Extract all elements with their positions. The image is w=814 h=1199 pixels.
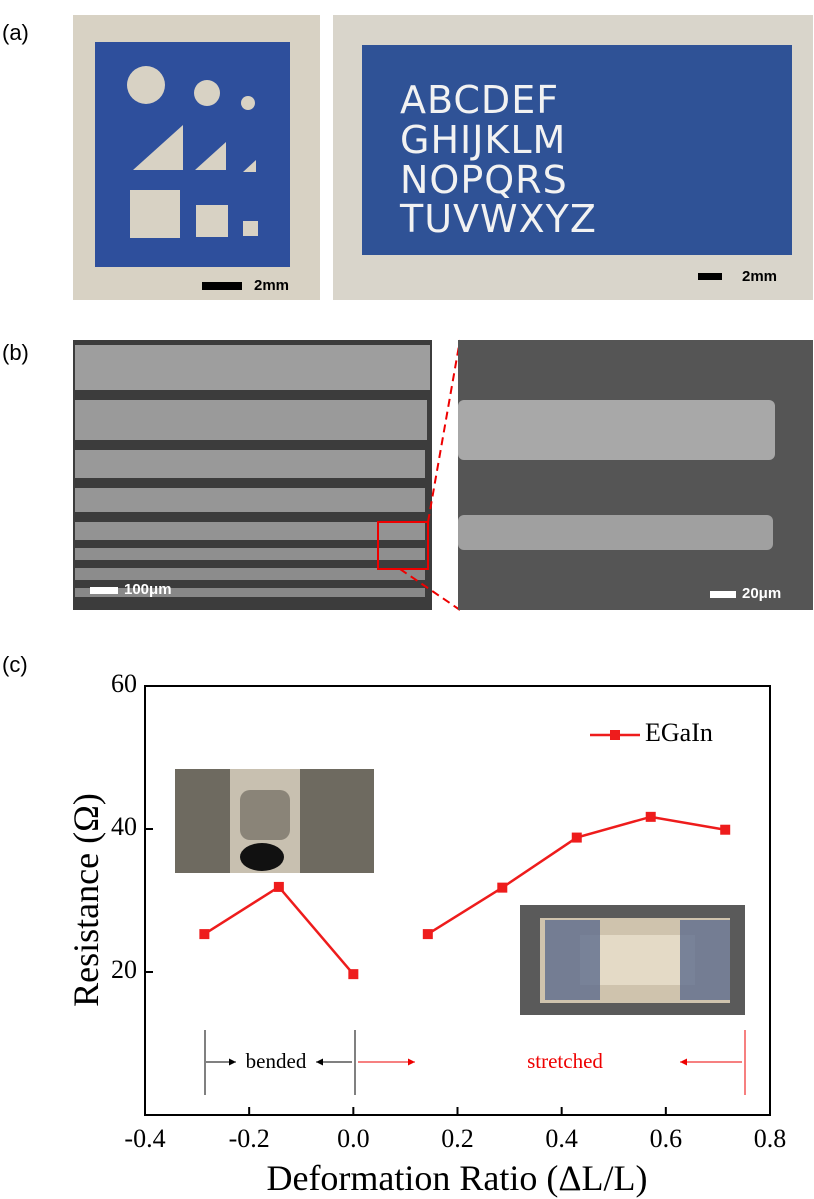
panel-label: (c) [2, 652, 28, 677]
x-tick-label: 0.6 [650, 1124, 683, 1153]
letters: NOPQRS [400, 158, 568, 202]
letters: ABCDEF [400, 78, 559, 122]
x-tick-label: 0.4 [545, 1124, 578, 1153]
sem-right [458, 340, 813, 610]
marker [646, 812, 656, 822]
x-tick-label: 0.8 [754, 1124, 787, 1153]
scale-bar-label: 20μm [742, 585, 781, 602]
x-tick-label: 0.2 [441, 1124, 474, 1153]
marker [497, 883, 507, 893]
marker [274, 882, 284, 892]
y-tick-label: 40 [111, 812, 137, 841]
scale-bar-label: 100μm [124, 581, 172, 598]
marker [423, 929, 433, 939]
y-tick-label: 20 [111, 955, 137, 984]
y-tick-label: 60 [111, 669, 137, 698]
annotation: stretched [527, 1049, 603, 1073]
x-tick-label: -0.4 [124, 1124, 165, 1153]
marker [572, 833, 582, 843]
panel-label: (a) [2, 20, 29, 45]
x-tick-label: -0.2 [229, 1124, 270, 1153]
photo-shapes [73, 15, 320, 300]
inset-photo-stretched [520, 905, 745, 1015]
x-tick-label: 0.0 [337, 1124, 370, 1153]
marker [348, 969, 358, 979]
letters: GHIJKLM [400, 118, 566, 162]
marker [720, 825, 730, 835]
legend-label: EGaIn [645, 718, 713, 747]
legend-marker [610, 730, 620, 740]
letters: TUVWXYZ [399, 197, 597, 241]
panel-label: (b) [2, 340, 29, 365]
annotation: bended [246, 1049, 307, 1073]
marker [199, 929, 209, 939]
scale-bar-label: 2mm [254, 277, 289, 294]
sem-left [73, 340, 460, 610]
x-axis-label: Deformation Ratio (ΔL/L) [266, 1158, 647, 1198]
plot-frame [145, 686, 770, 1115]
y-axis-label: Resistance (Ω) [66, 793, 106, 1007]
figure: (a) (b) (c) 2mm ABCDEF GHIJKLM NOPQRS TU… [0, 0, 814, 1199]
inset-photo-bended [175, 769, 374, 873]
scale-bar-label: 2mm [742, 268, 777, 285]
